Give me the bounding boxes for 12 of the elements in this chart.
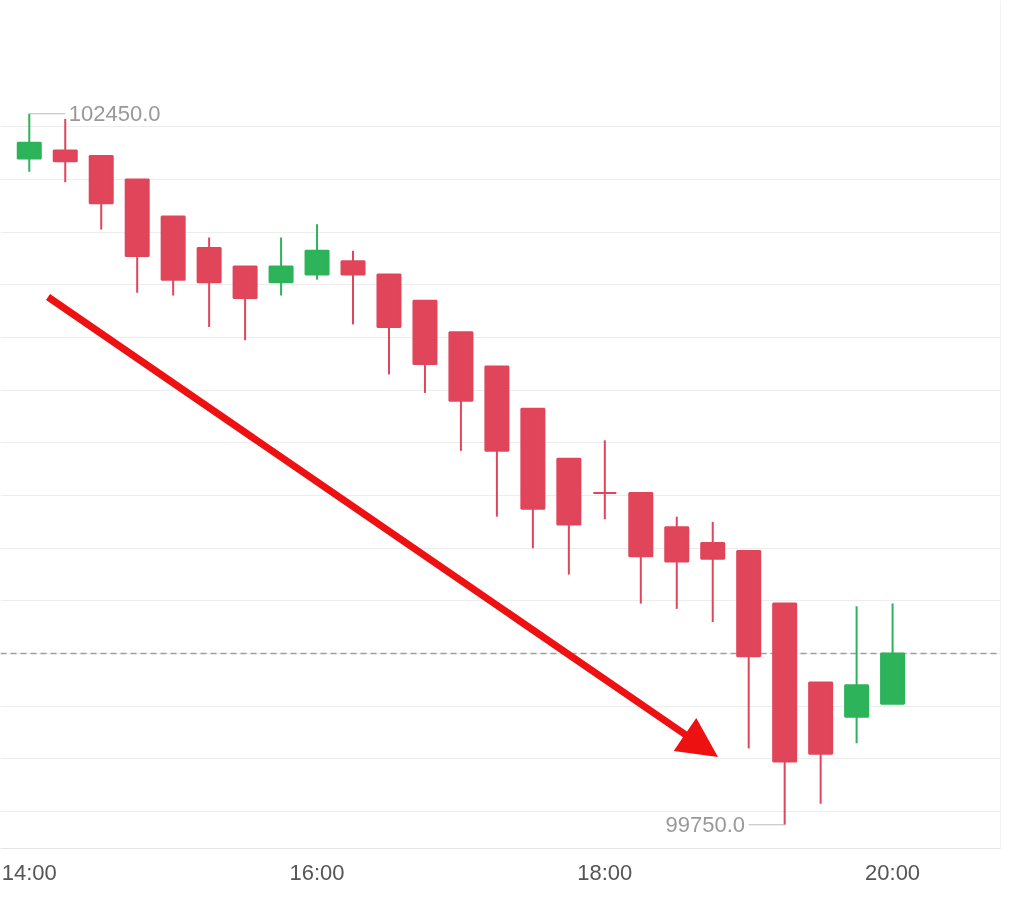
candlestick [700,520,726,624]
candlestick [592,439,618,521]
x-tick-label: 20:00 [865,859,921,885]
x-tick-label: 18:00 [577,859,633,885]
annotation: 99750.0 [665,812,746,838]
x-tick-label: 14:00 [1,859,57,885]
candlestick [340,249,366,326]
candlestick [304,223,330,281]
candlestick [16,112,42,173]
annotation: 102450.0 [68,101,161,127]
x-tick-label: 16:00 [289,859,345,885]
candlestick [268,236,294,297]
